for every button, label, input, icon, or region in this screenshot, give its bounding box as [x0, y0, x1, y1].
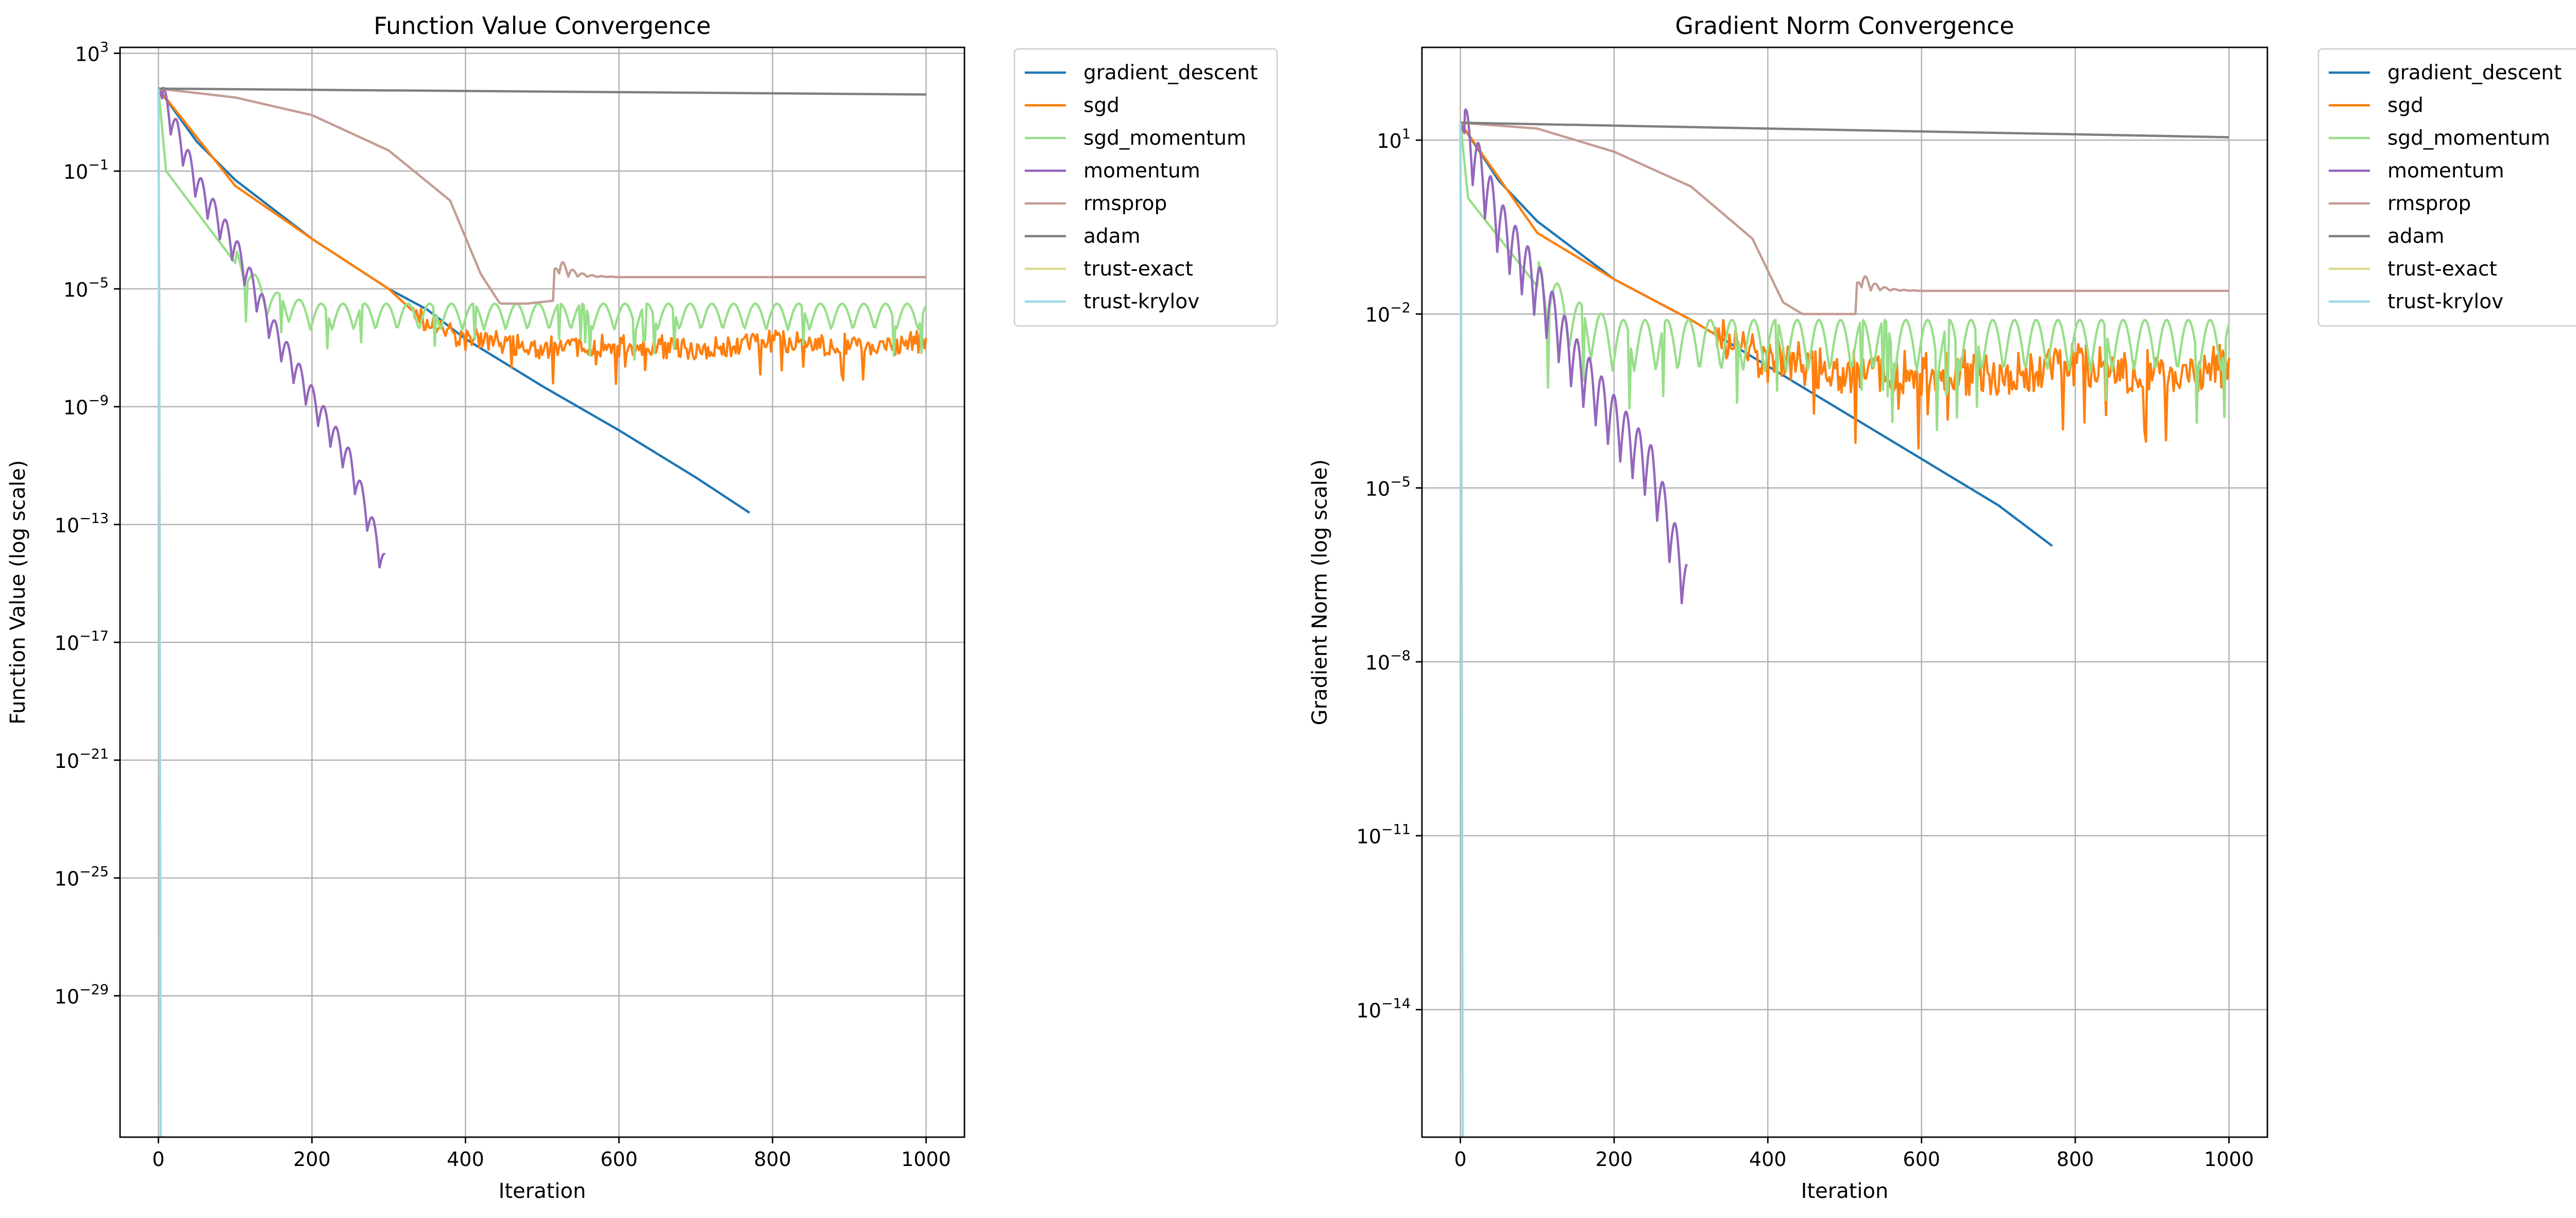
legend-label-momentum: momentum	[2387, 160, 2504, 183]
x-tick-label: 1000	[901, 1148, 951, 1171]
series-line-rmsprop	[1460, 122, 2229, 315]
x-tick-label: 800	[754, 1148, 791, 1171]
x-tick-label: 600	[1903, 1148, 1940, 1171]
y-tick-label: 10−5	[1365, 474, 1411, 500]
grid	[1422, 47, 2267, 1137]
series-lines	[1459, 108, 2230, 1137]
series-line-adam	[1460, 122, 2229, 139]
y-tick-label: 101	[1377, 126, 1411, 152]
series-line-adam	[158, 87, 926, 96]
series-line-momentum	[157, 87, 386, 569]
legend-label-trust-exact: trust-exact	[2387, 258, 2497, 281]
legend-label-momentum: momentum	[1083, 160, 1200, 183]
series-lines	[157, 87, 927, 1137]
y-tick-label: 10−21	[55, 746, 109, 773]
function-value-panel: 0 200 400 600 800 1000 103 10−1 10−5 10−9 10−13 10−…	[6, 12, 1278, 1203]
y-tick-label: 10−29	[55, 982, 109, 1008]
y-tick-label: 10−25	[55, 864, 109, 890]
x-tick-label: 800	[2057, 1148, 2094, 1171]
legend-label-sgd: sgd	[2387, 94, 2424, 117]
x-tick-label: 400	[1749, 1148, 1787, 1171]
plot-frame	[1421, 46, 2268, 1138]
chart-title: Function Value Convergence	[374, 12, 711, 40]
x-tick-label: 600	[600, 1148, 638, 1171]
legend-label-trust-exact: trust-exact	[1083, 258, 1193, 281]
y-axis-label: Function Value (log scale)	[6, 460, 30, 724]
series-line-rmsprop	[158, 87, 926, 305]
x-axis-label: Iteration	[1801, 1179, 1889, 1203]
legend-label-sgd: sgd	[1083, 94, 1120, 117]
legend-label-rmsprop: rmsprop	[2387, 192, 2471, 215]
y-tick-label: 10−8	[1365, 648, 1411, 674]
legend-label-sgd-momentum: sgd_momentum	[2387, 127, 2550, 150]
legend-label-gradient-descent: gradient_descent	[1083, 61, 1258, 84]
y-tick-label: 10−13	[55, 510, 109, 537]
legend-label-adam: adam	[1083, 225, 1141, 248]
y-tick-label: 10−5	[63, 275, 109, 301]
series-line-sgd-momentum	[157, 88, 927, 361]
x-tick-label: 200	[1596, 1148, 1633, 1171]
gradient-norm-panel: 0 200 400 600 800 1000 101 10−2 10−5 10−8 10−11 10−…	[1308, 12, 2576, 1203]
series-line-momentum	[1459, 108, 1688, 605]
y-tick-label: 10−14	[1357, 996, 1411, 1022]
legend-box	[1013, 48, 1278, 327]
x-tick-label: 0	[1454, 1148, 1466, 1171]
plot-frame	[119, 46, 965, 1138]
legend-label-rmsprop: rmsprop	[1083, 192, 1167, 215]
x-tick-label: 0	[152, 1148, 164, 1171]
series-line-sgd	[157, 88, 927, 385]
legend-label-trust-krylov: trust-krylov	[2387, 290, 2503, 314]
y-tick-label: 10−9	[63, 393, 109, 419]
y-tick-label: 10−1	[63, 157, 109, 183]
legend-box	[2317, 48, 2576, 327]
chart-title: Gradient Norm Convergence	[1675, 12, 2014, 40]
y-tick-label: 10−11	[1357, 822, 1411, 848]
legend-label-trust-krylov: trust-krylov	[1083, 290, 1199, 314]
x-tick-label: 1000	[2204, 1148, 2254, 1171]
series-line-sgd	[1459, 122, 2230, 450]
grid	[120, 47, 964, 1137]
x-tick-label: 200	[293, 1148, 331, 1171]
legend-label-adam: adam	[2387, 225, 2445, 248]
y-tick-label: 10−2	[1365, 300, 1411, 327]
y-tick-label: 103	[75, 39, 109, 65]
series-line-trust-krylov	[157, 89, 162, 1137]
y-axis-label: Gradient Norm (log scale)	[1308, 459, 1332, 726]
series-line-gradient-descent	[157, 88, 751, 514]
y-tick-label: 10−17	[55, 628, 109, 655]
series-line-trust-krylov	[1459, 123, 1464, 1137]
legend-label-sgd-momentum: sgd_momentum	[1083, 127, 1246, 150]
series-line-sgd-momentum	[1459, 123, 2230, 431]
x-tick-label: 400	[447, 1148, 484, 1171]
legend-label-gradient-descent: gradient_descent	[2387, 61, 2562, 84]
x-axis-label: Iteration	[499, 1179, 586, 1203]
